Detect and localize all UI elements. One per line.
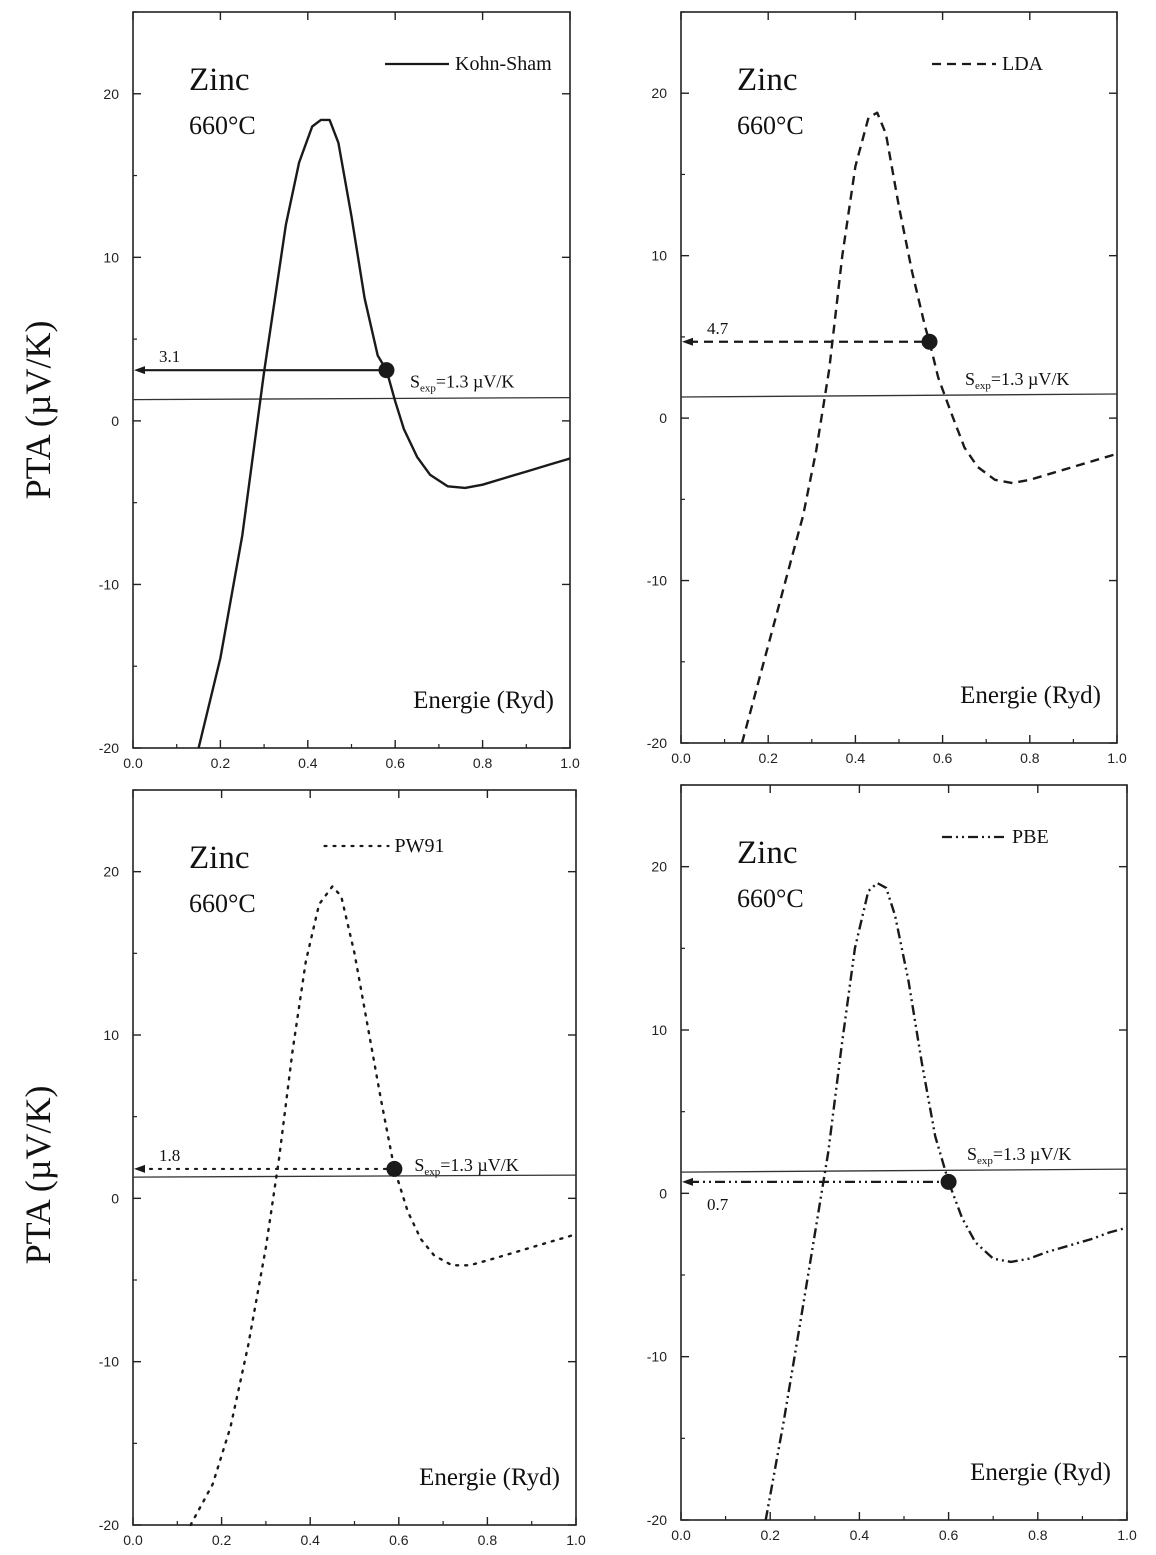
y-tick-label: 0 [111, 413, 119, 429]
y-tick-label: 0 [111, 1190, 119, 1206]
y-tick-label: 20 [651, 85, 667, 101]
x-tick-label: 0.0 [123, 1532, 143, 1548]
s-exp-line [132, 1174, 577, 1178]
data-point-marker [378, 362, 395, 379]
x-tick-label: 1.0 [560, 755, 580, 771]
s-exp-label: Sexp=1.3 µV/K [410, 372, 514, 395]
y-tick-label: 10 [103, 1027, 119, 1043]
series-line [197, 118, 571, 749]
x-tick-label: 0.4 [850, 1527, 870, 1543]
legend-label: PW91 [395, 835, 445, 857]
s-exp-label: Sexp=1.3 µV/K [967, 1144, 1071, 1167]
x-tick-label: 1.0 [1107, 750, 1127, 766]
ylabel-top: PTA (µV/K) [18, 321, 58, 500]
x-tick-label: 1.0 [1117, 1527, 1137, 1543]
panel-title: Zinc [189, 840, 249, 876]
chart-panel-3: 0.0 0.2 0.4 0.6 0.8 1.0 -20 -10 0 10 20 1.8 Sexp=1.3… [99, 789, 586, 1548]
y-tick-label: -10 [647, 573, 667, 589]
panel-title: Zinc [737, 62, 797, 98]
x-tick-label: 0.0 [123, 755, 143, 771]
y-tick-label: 10 [651, 1022, 667, 1038]
y-tick-label: -10 [647, 1349, 667, 1365]
x-tick-label: 1.0 [566, 1532, 586, 1548]
chart-panel-4: 0.0 0.2 0.4 0.6 0.8 1.0 -20 -10 0 10 20 0.7 Sexp=1.3… [647, 784, 1137, 1543]
s-exp-line [132, 396, 571, 401]
series-line [189, 885, 578, 1527]
x-tick-label: 0.8 [1020, 750, 1040, 766]
panel-subtitle: 660°C [189, 889, 256, 918]
data-point-marker [386, 1160, 403, 1177]
x-tick-label: 0.8 [473, 755, 493, 771]
marker-value-label: 1.8 [159, 1146, 180, 1165]
marker-value-label: 4.7 [707, 319, 729, 338]
x-tick-label: 0.4 [300, 1532, 320, 1548]
arrowhead [682, 337, 693, 346]
x-tick-label: 0.2 [211, 755, 231, 771]
data-point-marker [940, 1173, 957, 1190]
y-tick-label: -20 [99, 1517, 119, 1533]
chart-panel-1: 0.0 0.2 0.4 0.6 0.8 1.0 -20 -10 0 10 20 3.1 Sexp=1.3… [99, 11, 580, 771]
x-tick-label: 0.8 [478, 1532, 498, 1548]
y-tick-label: 0 [659, 410, 667, 426]
y-tick-label: -20 [99, 740, 119, 756]
y-tick-label: 20 [103, 86, 119, 102]
panel-subtitle: 660°C [737, 884, 804, 913]
x-tick-label: 0.0 [671, 1527, 691, 1543]
s-exp-label: Sexp=1.3 µV/K [965, 369, 1069, 392]
series-line [740, 111, 1118, 744]
y-tick-label: 10 [103, 249, 119, 265]
arrowhead [682, 1177, 693, 1186]
data-point-marker [921, 333, 938, 350]
y-tick-label: -10 [99, 1354, 119, 1370]
x-tick-label: 0.2 [212, 1532, 232, 1548]
y-tick-label: -10 [99, 576, 119, 592]
x-tick-label: 0.6 [385, 755, 405, 771]
legend-label: LDA [1002, 53, 1044, 75]
chart-panel-2: 0.0 0.2 0.4 0.6 0.8 1.0 -20 -10 0 10 20 4.7 Sexp=1.3… [647, 11, 1127, 766]
y-tick-label: 20 [103, 864, 119, 880]
panel-subtitle: 660°C [737, 111, 804, 140]
y-axis-label-bottom: PTA (µV/K) [18, 1086, 58, 1265]
panel-subtitle: 660°C [189, 111, 256, 140]
x-tick-label: 0.6 [933, 750, 953, 766]
y-tick-label: -20 [647, 735, 667, 751]
x-tick-label: 0.0 [671, 750, 691, 766]
y-tick-label: 20 [651, 859, 667, 875]
x-tick-label: 0.6 [939, 1527, 959, 1543]
x-tick-label: 0.4 [298, 755, 318, 771]
legend-label: Kohn-Sham [455, 53, 552, 75]
x-tick-label: 0.8 [1028, 1527, 1048, 1543]
arrowhead [134, 1164, 145, 1173]
x-axis-label: Energie (Ryd) [970, 1459, 1111, 1486]
x-axis-label: Energie (Ryd) [960, 682, 1101, 709]
s-exp-line [680, 393, 1118, 398]
y-tick-label: 0 [659, 1185, 667, 1201]
s-exp-label: Sexp=1.3 µV/K [414, 1155, 518, 1178]
s-exp-line [680, 1168, 1128, 1173]
series-line [764, 881, 1128, 1521]
y-axis-label-top: PTA (µV/K) [18, 321, 58, 500]
x-tick-label: 0.4 [846, 750, 866, 766]
x-axis-label: Energie (Ryd) [413, 687, 554, 714]
y-tick-label: -20 [647, 1512, 667, 1528]
panel-title: Zinc [737, 835, 797, 871]
x-tick-label: 0.6 [389, 1532, 409, 1548]
x-axis-label: Energie (Ryd) [419, 1464, 560, 1491]
x-tick-label: 0.2 [758, 750, 778, 766]
panel-title: Zinc [189, 62, 249, 98]
y-tick-label: 10 [651, 248, 667, 264]
x-tick-label: 0.2 [760, 1527, 780, 1543]
arrowhead [134, 366, 145, 375]
marker-value-label: 0.7 [707, 1195, 729, 1214]
marker-value-label: 3.1 [159, 347, 180, 366]
ylabel-bottom: PTA (µV/K) [18, 1086, 58, 1265]
legend-label: PBE [1012, 826, 1049, 848]
